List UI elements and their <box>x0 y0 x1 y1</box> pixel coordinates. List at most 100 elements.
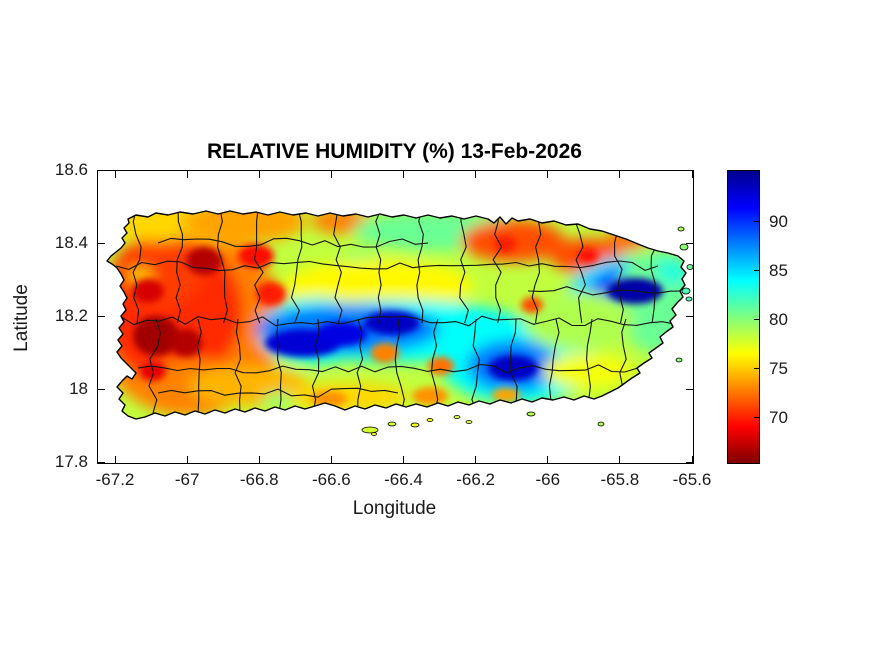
x-tick-mark <box>619 171 621 178</box>
humidity-blob <box>364 311 420 335</box>
y-tick-label: 18.2 <box>54 306 88 325</box>
islet <box>597 421 605 427</box>
islet <box>686 264 693 270</box>
humidity-blob <box>286 383 410 411</box>
colorbar-tick-mark <box>754 270 759 272</box>
humidity-blob <box>523 291 633 351</box>
x-tick-mark <box>258 456 260 463</box>
islet <box>526 411 536 417</box>
municipality-border-line <box>234 318 242 414</box>
x-tick-mark <box>691 456 693 463</box>
x-tick-mark <box>258 171 260 178</box>
colorbar-tick-mark <box>754 368 759 370</box>
islet <box>681 287 691 295</box>
humidity-blob <box>238 244 274 268</box>
humidity-blob <box>488 355 538 381</box>
x-axis-label: Longitude <box>352 498 437 519</box>
humidity-blob <box>170 329 202 357</box>
islet <box>361 426 379 434</box>
municipality-border-line <box>416 211 424 324</box>
humidity-blob <box>186 211 306 243</box>
x-tick-mark <box>475 171 477 178</box>
municipality-border-line <box>276 318 282 414</box>
colorbar-tick-label: 70 <box>769 407 788 427</box>
x-tick-label: -66.4 <box>384 470 423 489</box>
y-tick-mark <box>686 461 693 463</box>
humidity-blob <box>262 392 294 406</box>
x-tick-mark <box>475 456 477 463</box>
municipality-border-line <box>115 260 659 272</box>
x-tick-label: -66.2 <box>456 470 495 489</box>
municipality-border-line <box>574 211 586 324</box>
y-tick-mark <box>686 388 693 390</box>
x-tick-label: -66.6 <box>312 470 351 489</box>
x-tick-mark <box>330 171 332 178</box>
municipality-border-line <box>356 318 364 414</box>
municipality-border-line <box>157 237 429 248</box>
colorbar-tick-mark <box>754 319 759 321</box>
x-tick-label: -66.8 <box>239 470 279 489</box>
municipality-border-line <box>510 318 518 414</box>
municipality-border-line <box>217 211 228 324</box>
colorbar-tick-label: 90 <box>769 211 788 231</box>
x-tick-mark <box>114 456 116 463</box>
islet <box>685 296 693 302</box>
municipality-border-line <box>548 318 560 414</box>
municipality-border-line <box>471 318 480 414</box>
municipality-border-line <box>375 211 382 324</box>
y-tick-mark <box>98 388 105 390</box>
municipality-border-line <box>253 211 264 324</box>
municipality-border-line <box>527 286 684 296</box>
municipality-border-line <box>311 318 320 414</box>
island-outline <box>106 210 687 420</box>
humidity-blob <box>132 279 164 303</box>
municipality-border-line <box>175 211 184 324</box>
municipality-border-line <box>614 228 624 324</box>
chart-title: RELATIVE HUMIDITY (%) 13-Feb-2026 <box>207 140 582 163</box>
islet <box>410 422 420 428</box>
y-tick-mark <box>686 169 693 171</box>
humidity-blob <box>371 343 399 363</box>
municipality-border-line <box>137 363 639 374</box>
plot-area <box>97 170 694 464</box>
x-tick-mark <box>547 171 549 178</box>
x-tick-mark <box>186 456 188 463</box>
islet <box>679 243 689 251</box>
colorbar-tick-label: 80 <box>769 309 788 329</box>
x-tick-label: -65.6 <box>672 470 712 489</box>
x-tick-label: -67 <box>174 470 200 489</box>
humidity-blob <box>578 249 598 263</box>
colorbar-tick-label: 75 <box>769 358 788 378</box>
humidity-blob <box>315 322 367 346</box>
municipality-borders <box>107 211 686 414</box>
humidity-blob <box>311 391 347 407</box>
x-tick-mark <box>547 456 549 463</box>
humidity-blob <box>492 388 520 402</box>
municipality-border-line <box>157 387 399 398</box>
municipality-border-line <box>290 211 303 324</box>
colorbar-tick-mark <box>754 221 759 223</box>
x-tick-label: -66 <box>535 470 561 489</box>
islet <box>675 357 683 363</box>
humidity-blob <box>521 297 543 313</box>
y-tick-mark <box>98 242 105 244</box>
x-tick-mark <box>186 171 188 178</box>
colorbar-tick-mark <box>754 417 759 419</box>
humidity-blob <box>655 257 686 285</box>
x-tick-mark <box>403 456 404 463</box>
municipality-border-line <box>107 315 686 327</box>
y-tick-mark <box>686 315 693 317</box>
colorbar-tick-label: 85 <box>769 260 788 280</box>
islet <box>426 418 434 422</box>
x-tick-mark <box>619 456 621 463</box>
y-tick-label: 18 <box>69 379 88 398</box>
y-axis-label: Latitude <box>11 284 32 352</box>
islet <box>465 420 473 424</box>
islet <box>453 415 461 419</box>
islet <box>677 226 685 232</box>
colorbar <box>727 170 760 464</box>
municipality-border-line <box>531 211 542 324</box>
humidity-blob <box>283 260 473 312</box>
humidity-blob <box>133 316 179 356</box>
